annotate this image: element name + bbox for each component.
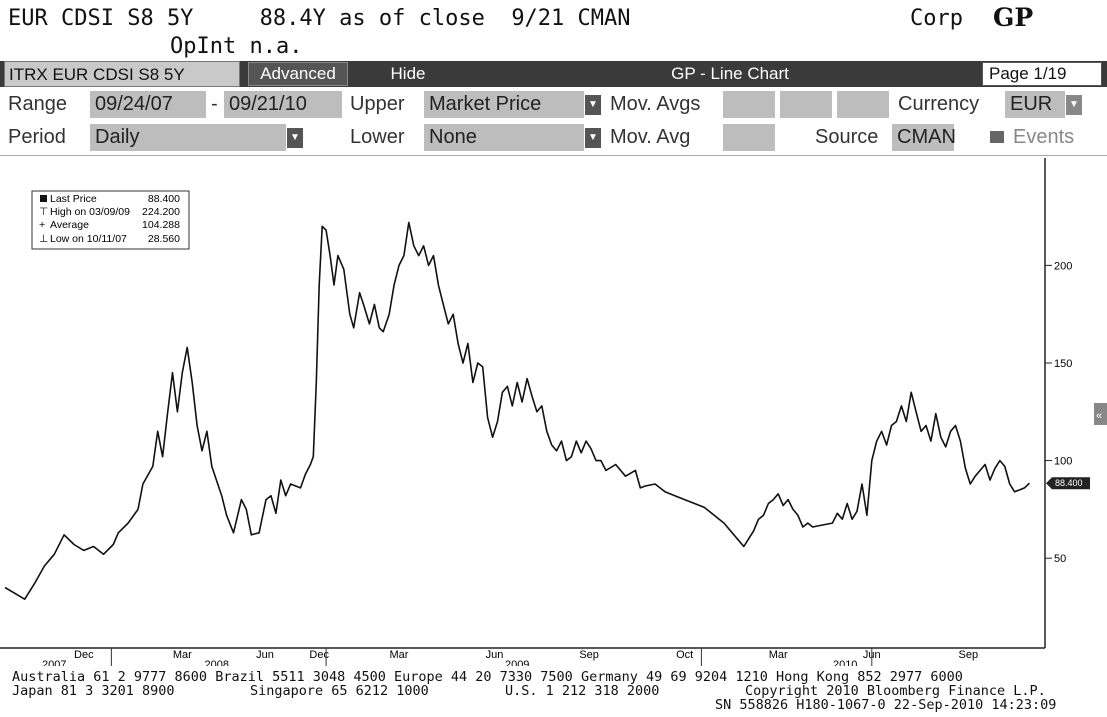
range-separator: - — [211, 93, 218, 115]
events-checkbox-icon[interactable] — [990, 131, 1004, 143]
legend-low-label: Low on 10/11/07 — [50, 233, 127, 245]
corp-label: Corp — [910, 6, 963, 31]
currency-label: Currency — [898, 93, 980, 115]
legend-low-value: 28.560 — [148, 233, 180, 245]
series-line-last-price — [4, 221, 1030, 600]
advanced-button[interactable]: Advanced — [248, 62, 348, 86]
x-month-label: Sep — [579, 649, 599, 661]
footer-serial: SN 558826 H180-1067-0 22-Sep-2010 14:23:… — [715, 697, 1057, 713]
footer-contacts-1: Australia 61 2 9777 8600 Brazil 5511 304… — [12, 669, 963, 685]
y-tick-label: 100 — [1054, 456, 1072, 468]
last-price-tag-label: 88.400 — [1055, 478, 1083, 488]
footer-japan: Japan 81 3 3201 8900 — [12, 683, 175, 699]
hide-button[interactable]: Hide — [390, 64, 426, 83]
chart-controls: Range 09/24/07 - 09/21/10 Upper Market P… — [0, 87, 1107, 156]
range-start-input[interactable]: 09/24/07 — [90, 91, 206, 118]
x-month-label: Jun — [256, 649, 274, 661]
lower-label: Lower — [350, 126, 405, 148]
x-year-label: 2010 — [833, 659, 857, 666]
footer-singapore: Singapore 65 6212 1000 — [250, 683, 429, 699]
lower-dropdown-icon[interactable]: ▼ — [585, 128, 601, 148]
range-end-input[interactable]: 09/21/10 — [224, 91, 342, 118]
ticker-field[interactable]: ITRX EUR CDSI S8 5Y — [4, 61, 240, 87]
page-indicator[interactable]: Page 1/19 — [982, 62, 1102, 86]
x-month-label: Oct — [676, 649, 693, 661]
x-month-label: Sep — [959, 649, 979, 661]
period-select[interactable]: Daily — [90, 124, 286, 151]
open-interest: OpInt n.a. — [170, 34, 303, 59]
period-dropdown-icon[interactable]: ▼ — [287, 128, 303, 148]
function-code: GP — [993, 3, 1034, 32]
x-year-label: 2007 — [42, 659, 66, 666]
mov-avg-input-3[interactable] — [837, 91, 889, 118]
legend: Last Price 88.400 ⊤ High on 03/09/09 224… — [31, 190, 190, 250]
legend-box — [31, 190, 190, 250]
legend-average-value: 104.288 — [142, 219, 180, 231]
y-tick-label: 50 — [1054, 553, 1066, 565]
x-month-label: Mar — [173, 649, 192, 661]
mov-avg-label: Mov. Avg — [610, 126, 691, 148]
source-label: Source — [815, 126, 879, 148]
footer-us: U.S. 1 212 318 2000 — [505, 683, 660, 699]
currency-select[interactable]: EUR — [1005, 91, 1065, 118]
last-price-marker-icon — [40, 195, 47, 202]
legend-high-value: 224.200 — [142, 206, 180, 218]
events-label: Events — [1013, 126, 1075, 148]
mov-avg-input-1[interactable] — [723, 91, 775, 118]
footer-copyright: Copyright 2010 Bloomberg Finance L.P. — [745, 683, 1046, 699]
x-month-label: Jun — [486, 649, 504, 661]
upper-label: Upper — [350, 93, 405, 115]
low-marker-icon: ⊥ — [39, 233, 48, 245]
x-month-label: Dec — [309, 649, 329, 661]
upper-dropdown-icon[interactable]: ▼ — [585, 95, 601, 115]
range-label: Range — [8, 93, 67, 115]
x-year-label: 2008 — [205, 659, 229, 666]
chart-type-title: GP - Line Chart — [671, 64, 789, 83]
mov-avg-input-2[interactable] — [780, 91, 832, 118]
last-price-tag: 88.400 — [1046, 477, 1090, 490]
x-year-label: 2009 — [505, 659, 529, 666]
x-month-label: Dec — [74, 649, 94, 661]
mov-avg-input[interactable] — [723, 124, 775, 151]
y-axis: 50 100 150 200 — [1045, 260, 1072, 565]
average-marker-icon: + — [39, 219, 45, 231]
source-input[interactable]: CMAN — [892, 124, 956, 151]
tab-bar: ITRX EUR CDSI S8 5Y Advanced Hide GP - L… — [0, 61, 1107, 87]
last-price-tag-shape — [1046, 477, 1090, 490]
x-month-label: Mar — [390, 649, 409, 661]
upper-select[interactable]: Market Price — [424, 91, 584, 118]
collapse-icon[interactable]: « — [1096, 410, 1102, 422]
high-marker-icon: ⊤ — [39, 206, 48, 218]
side-collapse-handle[interactable] — [1094, 403, 1107, 425]
period-label: Period — [8, 126, 66, 148]
y-tick-label: 150 — [1054, 358, 1072, 370]
x-month-label: Mar — [769, 649, 788, 661]
legend-last-value: 88.400 — [148, 193, 180, 205]
legend-average-label: Average — [50, 219, 89, 231]
currency-dropdown-icon[interactable]: ▼ — [1066, 95, 1082, 115]
legend-last-label: Last Price — [50, 193, 97, 205]
lower-select[interactable]: None — [424, 124, 584, 151]
mov-avgs-label: Mov. Avgs — [610, 93, 701, 115]
security-title: EUR CDSI S8 5Y 88.4Y as of close 9/21 CM… — [8, 6, 631, 31]
legend-high-label: High on 03/09/09 — [50, 206, 130, 218]
y-tick-label: 200 — [1054, 260, 1072, 272]
